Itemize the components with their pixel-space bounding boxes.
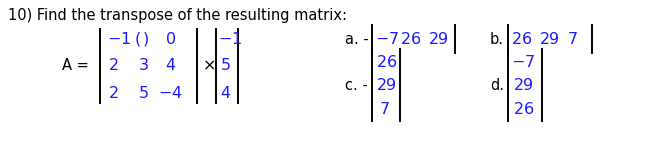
Text: c. -: c. - xyxy=(345,77,368,92)
Text: $5$: $5$ xyxy=(138,85,149,101)
Text: $2$: $2$ xyxy=(108,57,118,73)
Text: A =: A = xyxy=(62,57,89,72)
Text: $4$: $4$ xyxy=(165,57,176,73)
Text: $-1$: $-1$ xyxy=(107,31,131,47)
Text: $\times$: $\times$ xyxy=(202,57,215,72)
Text: $-4$: $-4$ xyxy=(158,85,183,101)
Text: $26$: $26$ xyxy=(511,31,532,47)
Text: $0$: $0$ xyxy=(165,31,176,47)
Text: $26$: $26$ xyxy=(376,54,397,70)
Text: 10) Find the transpose of the resulting matrix:: 10) Find the transpose of the resulting … xyxy=(8,8,347,23)
Text: $26$: $26$ xyxy=(513,101,534,117)
Text: $29$: $29$ xyxy=(428,31,449,47)
Text: $26$: $26$ xyxy=(400,31,421,47)
Text: $-7$: $-7$ xyxy=(511,54,535,70)
Text: a. -: a. - xyxy=(345,31,369,46)
Text: $29$: $29$ xyxy=(539,31,560,47)
Text: $-7$: $-7$ xyxy=(375,31,399,47)
Text: $5$: $5$ xyxy=(220,57,230,73)
Text: $3$: $3$ xyxy=(138,57,149,73)
Text: b.: b. xyxy=(490,31,504,46)
Text: $( \, )$: $( \, )$ xyxy=(134,30,150,48)
Text: d.: d. xyxy=(490,77,504,92)
Text: $7$: $7$ xyxy=(567,31,578,47)
Text: $2$: $2$ xyxy=(108,85,118,101)
Text: $29$: $29$ xyxy=(513,77,534,93)
Text: $4$: $4$ xyxy=(220,85,231,101)
Text: $-1$: $-1$ xyxy=(218,31,242,47)
Text: $29$: $29$ xyxy=(376,77,397,93)
Text: $7$: $7$ xyxy=(379,101,390,117)
